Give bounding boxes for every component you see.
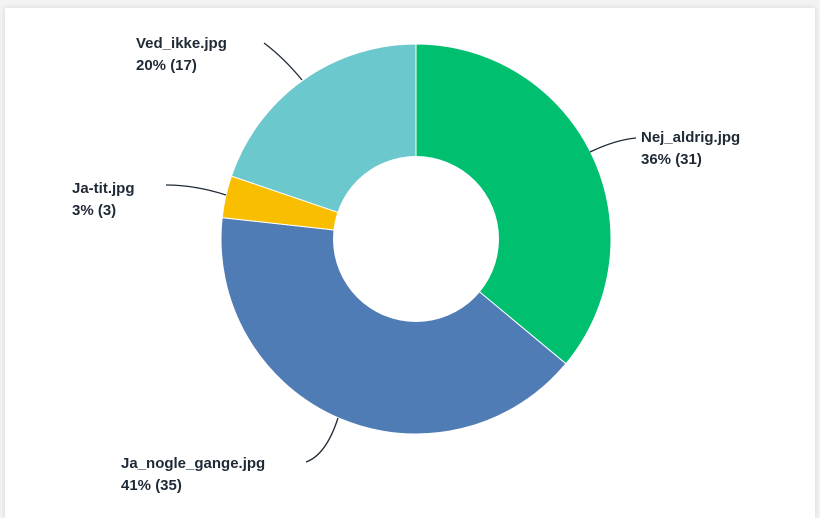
leader-line-nej-aldrig — [589, 137, 637, 153]
slice-value-ved-ikke: 20% (17) — [136, 57, 197, 74]
slice-value-ja-nogle-gange: 41% (35) — [121, 477, 182, 494]
leader-line-ved-ikke — [263, 42, 303, 81]
slice-label-ja-tit: Ja-tit.jpg — [72, 180, 135, 197]
leader-line-ja-tit — [165, 184, 227, 196]
slices-group — [220, 43, 612, 435]
slice-value-ja-tit: 3% (3) — [72, 202, 116, 219]
slice-ja-nogle-gange[interactable] — [220, 217, 567, 435]
slice-label-nej-aldrig: Nej_aldrig.jpg — [641, 129, 740, 146]
slice-value-nej-aldrig: 36% (31) — [641, 151, 702, 168]
slice-label-ved-ikke: Ved_ikke.jpg — [136, 35, 227, 52]
leader-line-ja-nogle-gange — [305, 417, 339, 463]
slice-nej-aldrig[interactable] — [415, 43, 612, 365]
slice-label-ja-nogle-gange: Ja_nogle_gange.jpg — [121, 455, 265, 472]
donut-hole — [333, 156, 499, 322]
